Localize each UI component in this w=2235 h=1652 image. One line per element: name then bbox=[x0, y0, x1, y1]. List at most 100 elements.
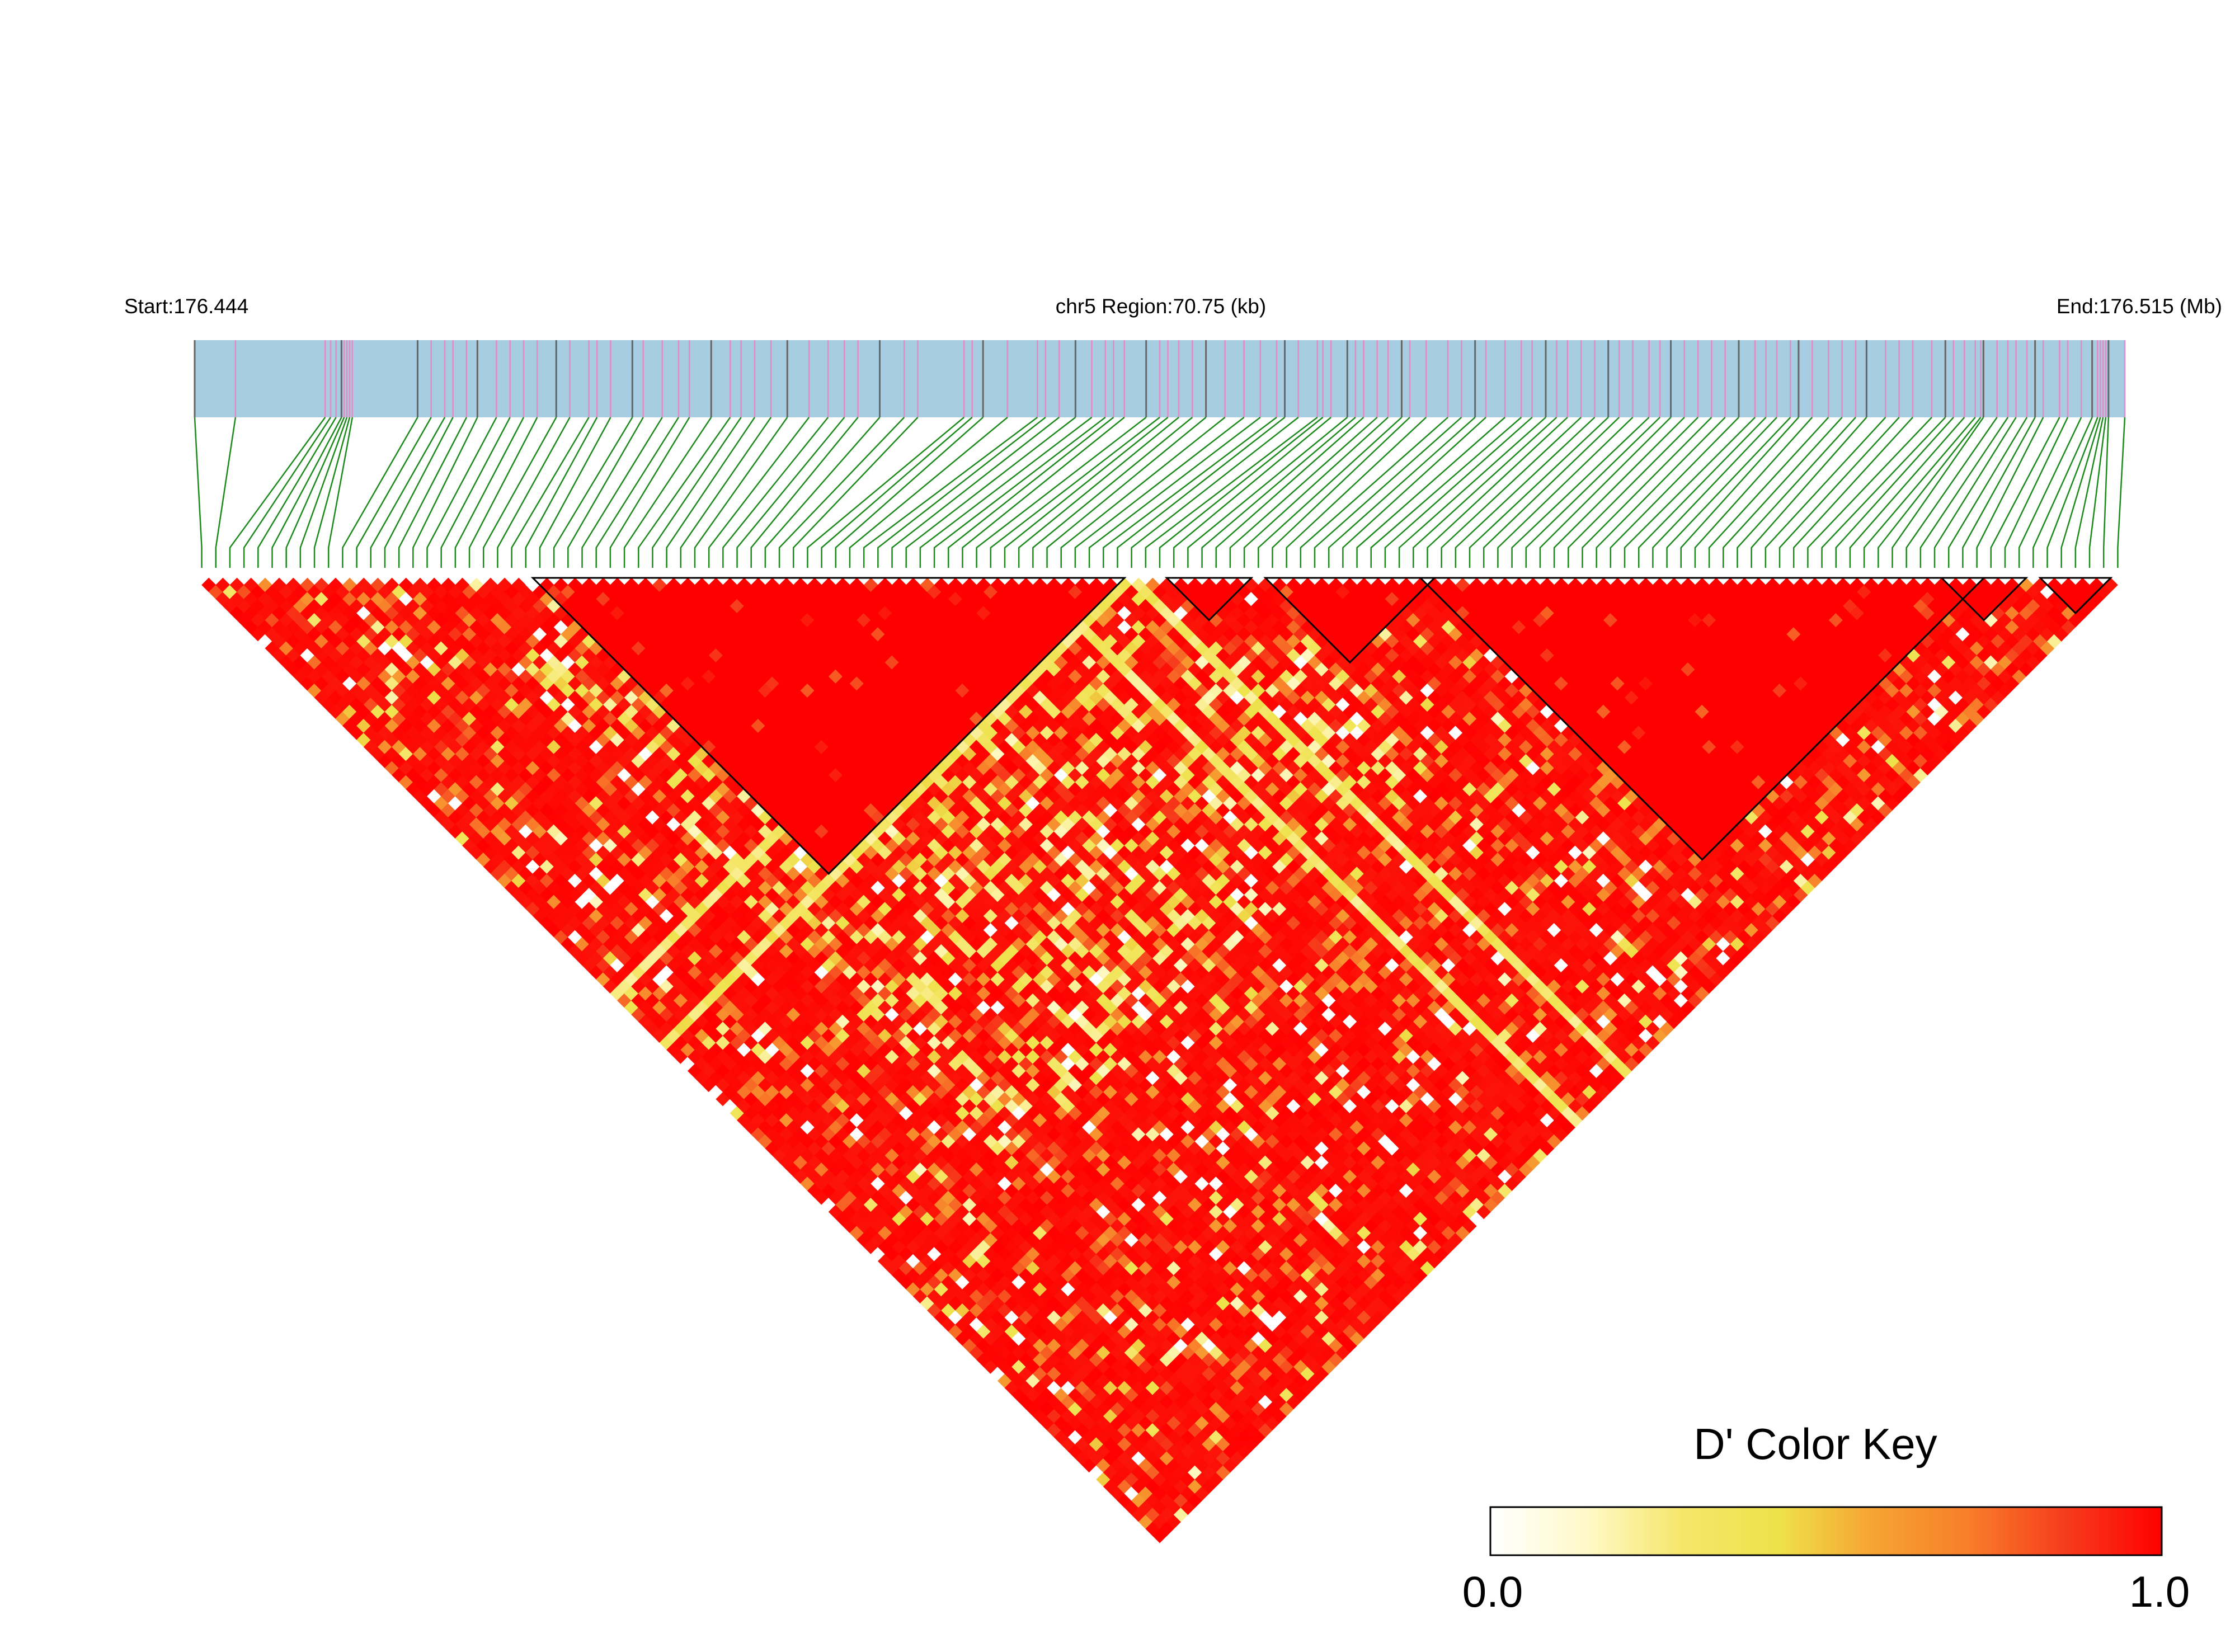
snp-connector bbox=[553, 417, 633, 568]
snp-connector bbox=[2117, 417, 2126, 568]
snp-connector bbox=[194, 417, 203, 568]
snp-connector bbox=[1074, 417, 1245, 568]
snp-connector bbox=[1891, 417, 1984, 568]
snp-connector bbox=[384, 417, 454, 568]
snp-connector bbox=[1694, 417, 1813, 568]
snp-connector bbox=[1778, 417, 1900, 568]
ld-heatmap bbox=[201, 577, 2118, 1543]
snp-connector bbox=[299, 417, 348, 568]
snp-connector bbox=[497, 417, 571, 568]
snp-connector bbox=[905, 417, 1076, 568]
snp-connector bbox=[1018, 417, 1179, 568]
snp-connector bbox=[370, 417, 446, 568]
snp-connector bbox=[1652, 417, 1777, 568]
snp-connector bbox=[1328, 417, 1476, 568]
snp-connector bbox=[1201, 417, 1356, 568]
snp-connector bbox=[1751, 417, 1867, 568]
snp-connector bbox=[1596, 417, 1726, 568]
snp-connector bbox=[1187, 417, 1348, 568]
snp-connector bbox=[2060, 417, 2101, 568]
snp-connector bbox=[2088, 417, 2107, 568]
snp-connector bbox=[891, 417, 1060, 568]
snp-connector bbox=[1765, 417, 1886, 568]
snp-connector bbox=[581, 417, 663, 568]
snp-connector bbox=[1427, 417, 1568, 568]
snp-connector bbox=[1300, 417, 1448, 568]
snp-connector bbox=[1666, 417, 1791, 568]
snp-connector bbox=[2004, 417, 2069, 568]
snp-connector bbox=[1004, 417, 1169, 568]
snp-connector bbox=[412, 417, 478, 568]
snp-connector bbox=[525, 417, 598, 568]
snp-connector bbox=[1258, 417, 1403, 568]
snp-connector bbox=[271, 417, 342, 568]
snp-connector bbox=[1610, 417, 1739, 568]
snp-connector bbox=[778, 417, 905, 568]
snp-connector bbox=[877, 417, 1046, 568]
snp-connector bbox=[454, 417, 525, 568]
snp-connector bbox=[313, 417, 351, 568]
snp-connector bbox=[1539, 417, 1672, 568]
snp-connector bbox=[821, 417, 973, 568]
snp-connector bbox=[835, 417, 984, 568]
snp-connector bbox=[1962, 417, 2036, 568]
snp-connector bbox=[1398, 417, 1546, 568]
snp-connector bbox=[1173, 417, 1331, 568]
snp-connector bbox=[1483, 417, 1620, 568]
snp-connector bbox=[1568, 417, 1698, 568]
snp-connector bbox=[1103, 417, 1277, 568]
snp-connector bbox=[1046, 417, 1207, 568]
snp-connector bbox=[1286, 417, 1427, 568]
snp-connector bbox=[1553, 417, 1685, 568]
snp-connector bbox=[1905, 417, 1998, 568]
snp-marker-lines bbox=[194, 340, 2126, 417]
snp-connector bbox=[1370, 417, 1522, 568]
snp-connector bbox=[468, 417, 538, 568]
snp-connector bbox=[1060, 417, 1226, 568]
snp-connector bbox=[1708, 417, 1829, 568]
snp-connector bbox=[1243, 417, 1389, 568]
snp-connector bbox=[793, 417, 919, 568]
snp-connector bbox=[694, 417, 788, 568]
snp-connector bbox=[2018, 417, 2082, 568]
snp-connector bbox=[962, 417, 1125, 568]
snp-connector bbox=[342, 417, 418, 568]
snp-connector bbox=[1680, 417, 1799, 568]
snp-connector bbox=[595, 417, 679, 568]
snp-connector bbox=[708, 417, 810, 568]
snp-connector bbox=[1455, 417, 1596, 568]
snp-connector bbox=[398, 417, 468, 568]
snp-connector bbox=[1849, 417, 1965, 568]
snp-connector bbox=[1131, 417, 1299, 568]
snp-connector bbox=[1807, 417, 1932, 568]
snp-connector bbox=[1933, 417, 2017, 568]
snp-connector bbox=[666, 417, 756, 568]
snp-connector bbox=[652, 417, 742, 568]
snp-connector bbox=[327, 417, 354, 568]
snp-connector bbox=[1878, 417, 1982, 568]
snp-connector bbox=[609, 417, 690, 568]
snp-connector bbox=[1356, 417, 1505, 568]
snp-connector bbox=[356, 417, 432, 568]
snp-connector bbox=[539, 417, 611, 568]
snp-connector bbox=[1384, 417, 1533, 568]
snp-connector bbox=[623, 417, 712, 568]
snp-connector bbox=[482, 417, 557, 568]
snp-connector bbox=[1229, 417, 1378, 568]
snp-connector bbox=[1088, 417, 1261, 568]
snp-connector bbox=[638, 417, 731, 568]
snp-connector bbox=[229, 417, 326, 568]
snp-connector bbox=[722, 417, 829, 568]
snp-connector bbox=[215, 417, 237, 568]
snp-connector bbox=[976, 417, 1147, 568]
snp-connector bbox=[990, 417, 1160, 568]
snp-connector bbox=[511, 417, 590, 568]
snp-connector bbox=[1976, 417, 2044, 568]
snp-connector bbox=[1215, 417, 1364, 568]
snp-connector bbox=[243, 417, 331, 568]
snp-connector bbox=[1511, 417, 1650, 568]
snp-connector bbox=[750, 417, 859, 568]
snp-connector bbox=[285, 417, 345, 568]
snp-connector bbox=[1919, 417, 2009, 568]
